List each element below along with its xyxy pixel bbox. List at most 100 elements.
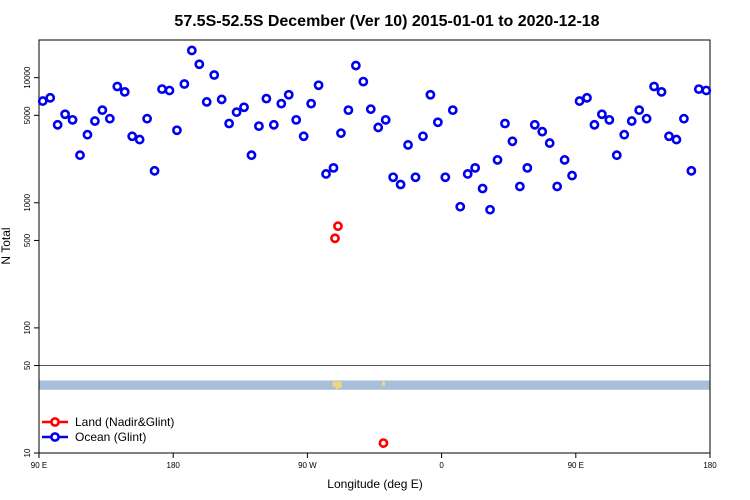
point-ocean-glint: [477, 183, 488, 194]
point-ocean-glint: [216, 94, 227, 105]
point-ocean-glint: [321, 169, 331, 179]
point-ocean-glint: [455, 201, 466, 212]
point-ocean-glint: [291, 114, 302, 125]
point-ocean-glint: [186, 45, 197, 56]
legend-marker: [50, 432, 60, 442]
point-land-nadir-glint: [330, 233, 340, 244]
map-strip-ocean: [39, 380, 710, 390]
point-ocean-glint: [693, 84, 704, 95]
point-ocean-glint: [582, 92, 592, 103]
y-tick-label: 5000: [23, 106, 32, 124]
point-ocean-glint: [261, 93, 272, 104]
point-ocean-glint: [119, 86, 130, 97]
point-ocean-glint: [201, 97, 212, 107]
point-ocean-glint: [492, 155, 503, 165]
point-ocean-glint: [649, 81, 659, 92]
point-ocean-glint: [97, 105, 108, 116]
point-ocean-glint: [328, 162, 339, 173]
point-ocean-glint: [395, 179, 406, 190]
point-ocean-glint: [380, 114, 391, 125]
point-ocean-glint: [664, 131, 674, 142]
point-ocean-glint: [313, 80, 324, 91]
point-ocean-glint: [276, 98, 287, 109]
x-tick-label: 180: [703, 461, 717, 470]
point-ocean-glint: [239, 102, 249, 113]
map-strip-land: [335, 381, 339, 389]
point-ocean-glint: [60, 109, 70, 120]
point-ocean-glint: [365, 104, 376, 115]
plot-frame: [38, 39, 711, 454]
y-tick-label: 1000: [23, 193, 32, 211]
y-axis-ticks: 10 50 100 500 1000 5000 10000: [23, 66, 39, 457]
x-tick-label: 0: [439, 461, 444, 470]
x-axis-ticks: 90 E 180 90 W 0 90 E 180: [31, 453, 717, 470]
legend-label: Land (Nadir&Glint): [75, 415, 174, 429]
x-tick-label: 90 E: [568, 461, 584, 470]
point-ocean-glint: [179, 79, 190, 89]
point-ocean-glint: [254, 121, 264, 132]
point-ocean-glint: [209, 70, 220, 80]
chart-title: 57.5S-52.5S December (Ver 10) 2015-01-01…: [174, 13, 599, 30]
point-ocean-glint: [172, 125, 182, 136]
x-axis-label: Longitude (deg E): [327, 477, 422, 491]
point-ocean-glint: [246, 150, 257, 161]
point-ocean-glint: [306, 98, 317, 109]
point-ocean-glint: [350, 60, 361, 71]
point-ocean-glint: [75, 150, 85, 161]
point-ocean-glint: [194, 59, 205, 70]
legend: Land (Nadir&Glint)Ocean (Glint): [42, 415, 174, 444]
point-land-nadir-glint: [333, 221, 343, 232]
point-ocean-glint: [462, 169, 473, 179]
map-strip: [39, 380, 710, 390]
point-ocean-glint: [90, 116, 100, 126]
y-tick-label: 50: [23, 361, 32, 370]
point-ocean-glint: [82, 129, 93, 140]
y-tick-label: 10: [23, 448, 32, 457]
point-ocean-glint: [127, 131, 138, 142]
point-ocean-glint: [142, 113, 153, 124]
point-ocean-glint: [604, 114, 615, 125]
point-ocean-glint: [134, 134, 145, 145]
point-ocean-glint: [485, 204, 495, 215]
point-ocean-glint: [626, 116, 637, 126]
point-ocean-glint: [522, 162, 533, 173]
point-ocean-glint: [410, 172, 421, 183]
point-ocean-glint: [104, 113, 115, 124]
point-ocean-glint: [112, 81, 123, 92]
point-ocean-glint: [164, 85, 175, 96]
y-axis-label: N Total: [0, 227, 13, 264]
point-ocean-glint: [432, 117, 443, 128]
point-ocean-glint: [470, 162, 481, 173]
point-ocean-glint: [514, 181, 525, 192]
point-ocean-glint: [67, 114, 78, 125]
point-ocean-glint: [507, 136, 518, 147]
point-ocean-glint: [447, 105, 458, 116]
point-ocean-glint: [567, 170, 577, 181]
point-ocean-glint: [634, 105, 645, 116]
point-ocean-glint: [619, 129, 630, 140]
point-ocean-glint: [574, 96, 585, 106]
point-ocean-glint: [656, 86, 667, 97]
point-ocean-glint: [37, 96, 48, 106]
map-strip-land: [338, 381, 342, 388]
point-ocean-glint: [52, 119, 63, 130]
point-ocean-glint: [45, 92, 56, 103]
point-ocean-glint: [425, 89, 436, 100]
point-ocean-glint: [298, 131, 309, 142]
point-ocean-glint: [559, 155, 570, 165]
point-ocean-glint: [671, 134, 682, 145]
point-ocean-glint: [686, 165, 697, 176]
point-ocean-glint: [343, 105, 354, 116]
x-tick-label: 90 E: [31, 461, 47, 470]
point-ocean-glint: [388, 172, 399, 183]
point-ocean-glint: [552, 181, 563, 192]
point-ocean-glint: [403, 140, 413, 150]
point-ocean-glint: [283, 89, 294, 100]
point-land-nadir-glint: [378, 438, 389, 448]
point-ocean-glint: [529, 119, 540, 130]
point-ocean-glint: [611, 150, 622, 161]
x-tick-label: 90 W: [298, 461, 317, 470]
y-tick-label: 500: [23, 233, 32, 247]
point-ocean-glint: [358, 76, 369, 87]
point-ocean-glint: [231, 107, 242, 118]
